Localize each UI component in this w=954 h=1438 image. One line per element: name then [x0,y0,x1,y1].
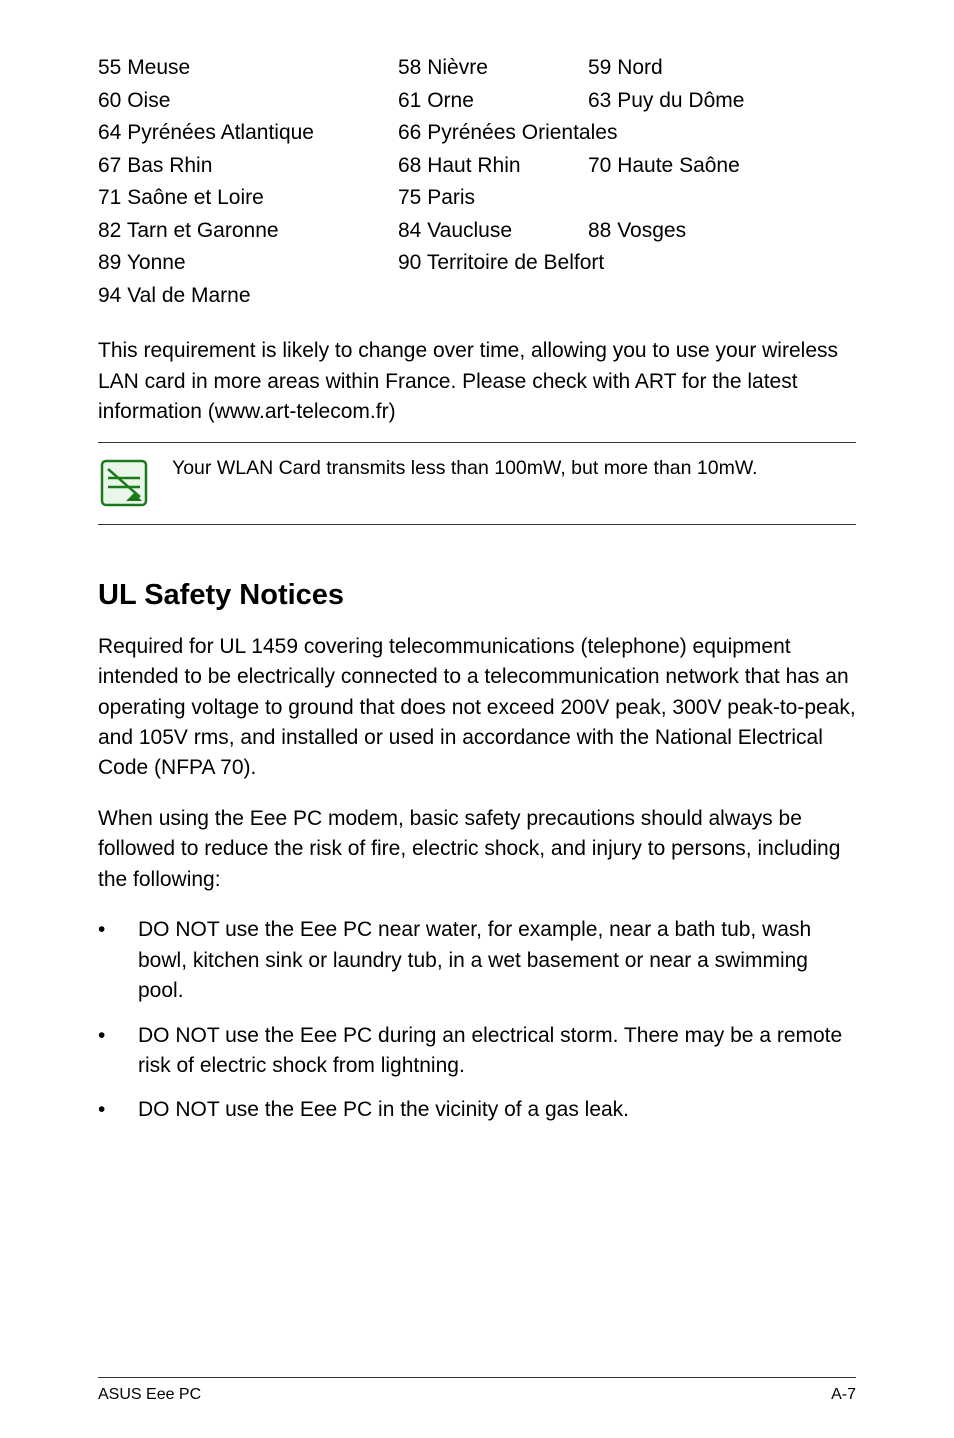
department-row: 60 Oise61 Orne63 Puy du Dôme [98,85,856,118]
page-footer: ASUS Eee PC A-7 [98,1377,856,1404]
ul-paragraph-1: Required for UL 1459 covering telecommun… [98,632,856,784]
bullet-list: •DO NOT use the Eee PC near water, for e… [98,915,856,1126]
ul-safety-heading: UL Safety Notices [98,579,856,612]
department-cell: 90 Territoire de Belfort [398,247,856,280]
bullet-mark: • [98,1021,138,1082]
department-cell: 63 Puy du Dôme [588,85,856,118]
bullet-text: DO NOT use the Eee PC near water, for ex… [138,915,856,1006]
department-cell [588,280,856,313]
department-cell: 59 Nord [588,52,856,85]
department-cell: 88 Vosges [588,215,856,248]
bullet-item: •DO NOT use the Eee PC in the vicinity o… [98,1095,856,1125]
department-cell: 66 Pyrénées Orientales [398,117,856,150]
department-cell: 71 Saône et Loire [98,182,398,215]
department-cell: 67 Bas Rhin [98,150,398,183]
department-row: 71 Saône et Loire75 Paris [98,182,856,215]
department-row: 67 Bas Rhin68 Haut Rhin70 Haute Saône [98,150,856,183]
bullet-item: •DO NOT use the Eee PC near water, for e… [98,915,856,1006]
department-cell: 58 Nièvre [398,52,588,85]
department-cell: 75 Paris [398,182,588,215]
footer-left: ASUS Eee PC [98,1386,201,1404]
bullet-text: DO NOT use the Eee PC in the vicinity of… [138,1095,856,1125]
department-cell: 94 Val de Marne [98,280,398,313]
department-row: 89 Yonne90 Territoire de Belfort [98,247,856,280]
department-list: 55 Meuse58 Nièvre59 Nord60 Oise61 Orne63… [98,52,856,312]
department-row: 94 Val de Marne [98,280,856,313]
bullet-mark: • [98,915,138,1006]
department-cell: 84 Vaucluse [398,215,588,248]
department-row: 64 Pyrénées Atlantique66 Pyrénées Orient… [98,117,856,150]
department-cell: 55 Meuse [98,52,398,85]
bullet-item: •DO NOT use the Eee PC during an electri… [98,1021,856,1082]
department-cell: 60 Oise [98,85,398,118]
department-cell: 70 Haute Saône [588,150,856,183]
department-cell: 68 Haut Rhin [398,150,588,183]
note-text: Your WLAN Card transmits less than 100mW… [150,455,768,482]
note-icon [98,457,150,514]
department-cell [588,182,856,215]
department-cell: 89 Yonne [98,247,398,280]
department-cell: 82 Tarn et Garonne [98,215,398,248]
department-cell [398,280,588,313]
department-row: 82 Tarn et Garonne84 Vaucluse88 Vosges [98,215,856,248]
department-cell: 61 Orne [398,85,588,118]
bullet-mark: • [98,1095,138,1125]
footer-right: A-7 [831,1386,856,1404]
ul-paragraph-2: When using the Eee PC modem, basic safet… [98,804,856,895]
requirement-paragraph: This requirement is likely to change ove… [98,336,856,427]
department-cell: 64 Pyrénées Atlantique [98,117,398,150]
note-box: Your WLAN Card transmits less than 100mW… [98,442,856,525]
bullet-text: DO NOT use the Eee PC during an electric… [138,1021,856,1082]
department-row: 55 Meuse58 Nièvre59 Nord [98,52,856,85]
